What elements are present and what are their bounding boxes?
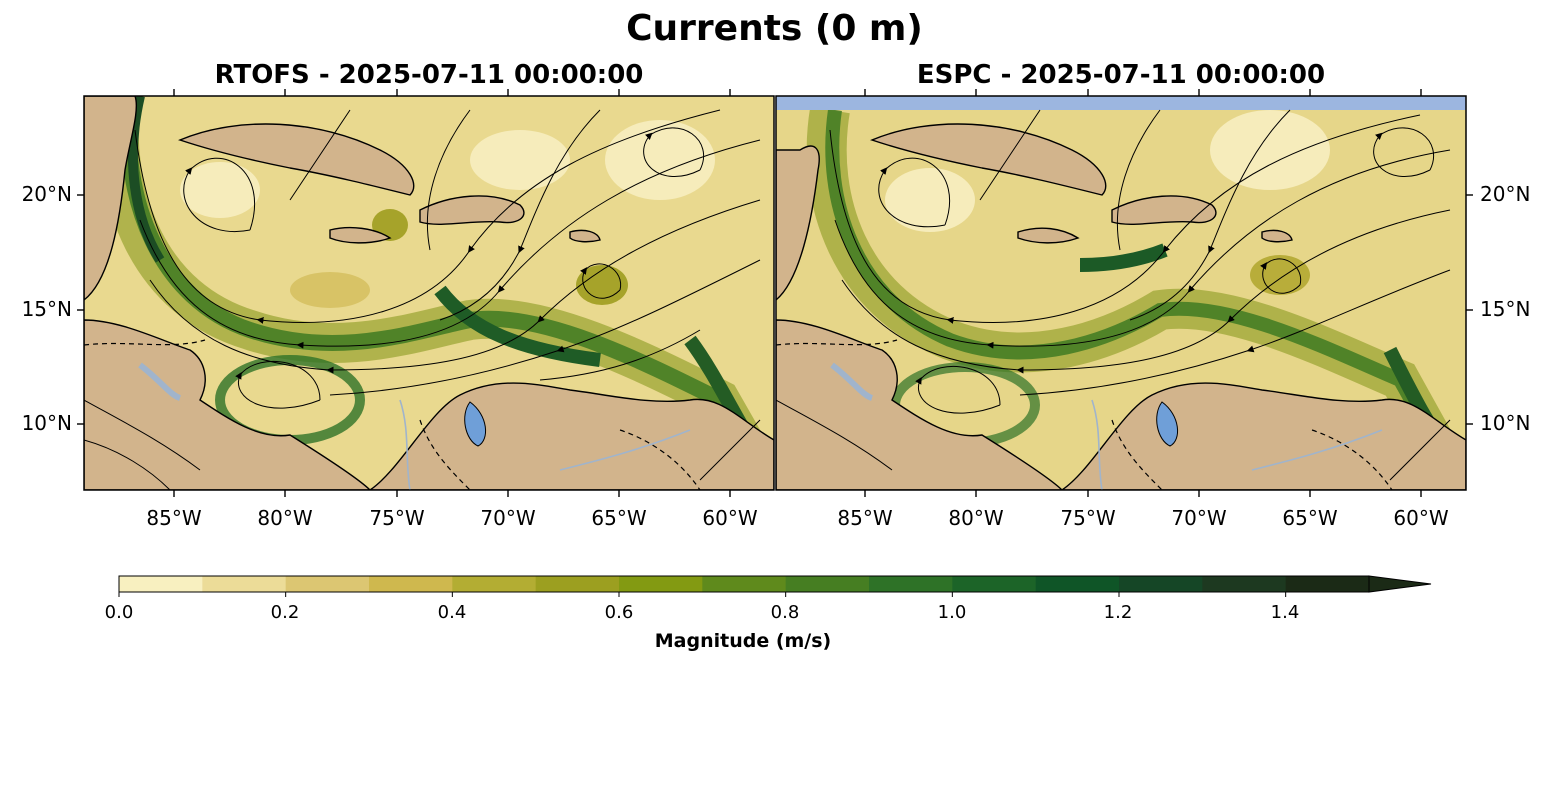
colorbar-tick-1-0: 1.0: [937, 602, 967, 623]
streamlines: [776, 109, 1451, 481]
panel-title-espc: ESPC - 2025-07-11 00:00:00: [916, 60, 1326, 90]
colorbar-label: Magnitude (m/s): [654, 630, 832, 652]
borders: [776, 339, 1393, 490]
colorbar-tick-0-2: 0.2: [270, 602, 300, 623]
colorbar-segment: [619, 576, 703, 592]
colorbar-segment: [1119, 576, 1203, 592]
colorbar-segment: [119, 576, 203, 592]
colorbar-segment: [1202, 576, 1287, 592]
colorbar-segment: [785, 576, 870, 592]
colorbar-segment: [285, 576, 370, 592]
lake-maracaibo: [464, 401, 486, 447]
lon-label-75w-left: 75°W: [369, 506, 425, 530]
lat-label-10n-right: 10°N: [1480, 411, 1531, 435]
colorbar-tick-1-2: 1.2: [1103, 602, 1133, 623]
lat-label-15n-right: 15°N: [1480, 297, 1531, 321]
colorbar-segment: [702, 576, 787, 592]
rivers: [399, 399, 691, 490]
borders: [84, 339, 701, 490]
panel-title-rtofs: RTOFS - 2025-07-11 00:00:00: [214, 60, 644, 90]
colorbar-tick-0-8: 0.8: [770, 602, 800, 623]
lon-label-60w-left: 60°W: [702, 506, 758, 530]
tick-marks: [77, 89, 1473, 497]
colorbar-segment: [369, 576, 453, 592]
lon-label-80w-right: 80°W: [948, 506, 1004, 530]
colorbar-segment: [202, 576, 287, 592]
lon-label-85w-left: 85°W: [146, 506, 202, 530]
lon-label-60w-right: 60°W: [1393, 506, 1449, 530]
lon-label-70w-left: 70°W: [480, 506, 536, 530]
colorbar-tick-0-0: 0.0: [104, 602, 134, 623]
lat-label-10n-left: 10°N: [21, 411, 72, 435]
rivers: [1091, 399, 1383, 490]
colorbar: [118, 575, 1432, 597]
lake-nicaragua: [830, 362, 874, 401]
lon-label-75w-right: 75°W: [1060, 506, 1116, 530]
colorbar-segment: [869, 576, 953, 592]
lon-label-65w-left: 65°W: [591, 506, 647, 530]
lat-label-15n-left: 15°N: [21, 297, 72, 321]
figure-title: Currents (0 m): [626, 8, 923, 49]
lat-label-20n-left: 20°N: [21, 182, 72, 206]
colorbar-segment: [452, 576, 537, 592]
lake-nicaragua: [138, 362, 182, 401]
colorbar-tick-0-6: 0.6: [604, 602, 634, 623]
axes-frame-espc: [775, 95, 1467, 491]
colorbar-tick-1-4: 1.4: [1270, 602, 1300, 623]
axes-frame-rtofs: [83, 95, 775, 491]
colorbar-tick-0-4: 0.4: [437, 602, 467, 623]
map-panel-espc: [776, 96, 1466, 490]
colorbar-segment: [952, 576, 1037, 592]
lon-label-70w-right: 70°W: [1171, 506, 1227, 530]
colorbar-frame: [118, 575, 1370, 593]
streamlines: [84, 109, 761, 490]
lon-label-65w-right: 65°W: [1282, 506, 1338, 530]
colorbar-segment: [1285, 576, 1370, 592]
colorbar-segment: [1035, 576, 1120, 592]
lat-label-20n-right: 20°N: [1480, 182, 1531, 206]
colorbar-extend-arrow: [1368, 575, 1432, 593]
lon-label-85w-right: 85°W: [837, 506, 893, 530]
colorbar-segment: [535, 576, 620, 592]
lake-maracaibo: [1156, 401, 1178, 447]
map-panel-rtofs: [84, 96, 774, 490]
no-data-band: [776, 96, 1466, 110]
lon-label-80w-left: 80°W: [257, 506, 313, 530]
